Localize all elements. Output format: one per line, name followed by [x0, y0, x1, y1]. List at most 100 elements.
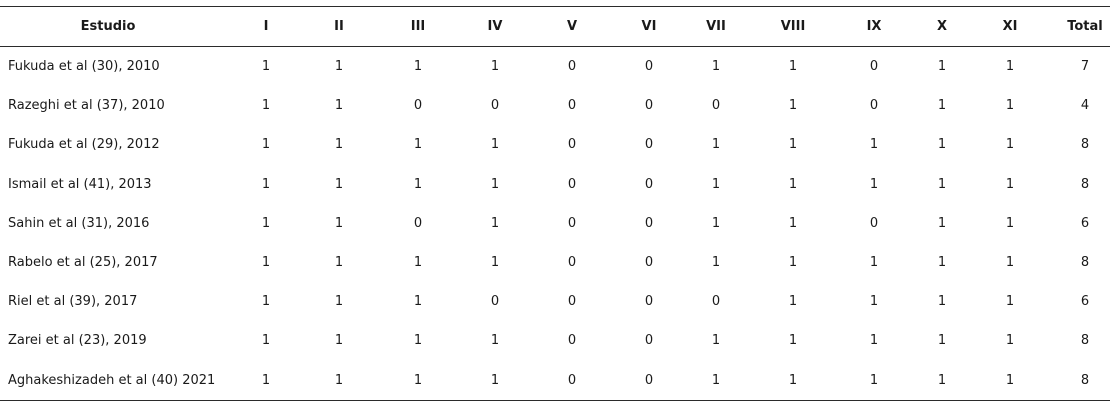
score-cell: 0: [869, 98, 879, 114]
score-cell: 0: [567, 215, 577, 231]
score-cell: 1: [362, 360, 474, 401]
score-cell: 1: [261, 255, 271, 271]
total-cell: 6: [1080, 294, 1090, 310]
score-cell: 1: [937, 98, 947, 114]
score-cell: 1: [216, 360, 316, 401]
score-cell: 1: [762, 360, 824, 401]
column-header-item: I: [216, 6, 316, 47]
study-cell: Fukuda et al (30), 2010: [8, 59, 160, 75]
column-header-item: VII: [670, 6, 762, 47]
score-cell: 1: [937, 294, 947, 310]
column-header-item: X: [924, 6, 960, 47]
score-cell: 1: [924, 360, 960, 401]
score-cell: 1: [261, 137, 271, 153]
score-cell: 1: [490, 333, 500, 349]
score-cell: 1: [869, 137, 879, 153]
total-cell: 4: [1080, 98, 1090, 114]
score-cell: 0: [567, 98, 577, 114]
column-header-item: V: [516, 6, 628, 47]
score-cell: 1: [1005, 59, 1015, 75]
score-cell: 1: [788, 176, 798, 192]
score-cell: 1: [334, 176, 344, 192]
column-header-item: IX: [824, 6, 924, 47]
score-cell: 1: [1005, 137, 1015, 153]
score-cell: 0: [644, 255, 654, 271]
table-row: Fukuda et al (30), 2010 1 1 1 1 0 0 1 1 0 1 1 7: [0, 47, 1110, 87]
score-cell: 1: [261, 215, 271, 231]
score-cell: 1: [869, 176, 879, 192]
study-cell: Zarei et al (23), 2019: [8, 333, 147, 349]
score-cell: 0: [413, 215, 423, 231]
score-cell: 1: [334, 294, 344, 310]
study-scores-table: Estudio I II III IV V VI VII VIII IX X XI Total Fuku…: [0, 6, 1110, 401]
score-cell: 1: [1005, 98, 1015, 114]
score-cell: 0: [567, 255, 577, 271]
column-header-item: IV: [474, 6, 516, 47]
score-cell: 0: [869, 59, 879, 75]
study-cell: Fukuda et al (29), 2012: [8, 137, 160, 153]
score-cell: 1: [490, 137, 500, 153]
score-cell: 0: [567, 333, 577, 349]
column-header-total: Total: [1060, 6, 1110, 47]
score-cell: 0: [567, 59, 577, 75]
score-cell: 0: [644, 98, 654, 114]
total-cell: 8: [1080, 176, 1090, 192]
score-cell: 0: [644, 215, 654, 231]
score-cell: 0: [628, 360, 670, 401]
score-cell: 0: [516, 360, 628, 401]
score-cell: 1: [334, 215, 344, 231]
score-cell: 1: [261, 333, 271, 349]
table-row: Sahin et al (31), 2016 1 1 0 1 0 0 1 1 0 1 1 6: [0, 204, 1110, 243]
total-cell: 8: [1080, 137, 1090, 153]
score-cell: 1: [413, 176, 423, 192]
score-cell: 1: [711, 137, 721, 153]
study-cell: Aghakeshizadeh et al (40) 2021: [0, 360, 216, 401]
score-cell: 1: [788, 137, 798, 153]
score-cell: 1: [490, 59, 500, 75]
score-cell: 1: [788, 333, 798, 349]
score-cell: 1: [413, 137, 423, 153]
total-cell: 6: [1080, 215, 1090, 231]
table-row: Rabelo et al (25), 2017 1 1 1 1 0 0 1 1 1 1 1 8: [0, 243, 1110, 282]
column-header-item: XI: [960, 6, 1060, 47]
score-cell: 1: [490, 176, 500, 192]
score-cell: 1: [788, 98, 798, 114]
column-header-item: VI: [628, 6, 670, 47]
score-cell: 1: [413, 59, 423, 75]
scores-table-container: Estudio I II III IV V VI VII VIII IX X XI Total Fuku…: [0, 6, 1110, 401]
score-cell: 1: [869, 333, 879, 349]
score-cell: 1: [788, 59, 798, 75]
score-cell: 1: [413, 294, 423, 310]
score-cell: 0: [567, 137, 577, 153]
score-cell: 1: [937, 137, 947, 153]
score-cell: 0: [644, 333, 654, 349]
study-cell: Razeghi et al (37), 2010: [8, 98, 165, 114]
score-cell: 1: [261, 176, 271, 192]
total-cell: 8: [1060, 360, 1110, 401]
score-cell: 1: [334, 255, 344, 271]
score-cell: 0: [413, 98, 423, 114]
score-cell: 1: [788, 294, 798, 310]
score-cell: 1: [261, 59, 271, 75]
score-cell: 1: [1005, 294, 1015, 310]
score-cell: 0: [869, 215, 879, 231]
column-header-study: Estudio: [0, 6, 216, 47]
score-cell: 1: [788, 215, 798, 231]
score-cell: 0: [644, 176, 654, 192]
study-cell: Ismail et al (41), 2013: [8, 176, 152, 192]
score-cell: 1: [490, 215, 500, 231]
score-cell: 1: [1005, 333, 1015, 349]
total-cell: 8: [1080, 255, 1090, 271]
score-cell: 1: [937, 215, 947, 231]
column-header-item: II: [316, 6, 362, 47]
column-header-item: VIII: [762, 6, 824, 47]
score-cell: 0: [490, 294, 500, 310]
score-cell: 1: [1005, 176, 1015, 192]
score-cell: 0: [567, 176, 577, 192]
score-cell: 1: [474, 360, 516, 401]
table-row: Fukuda et al (29), 2012 1 1 1 1 0 0 1 1 1 1 1 8: [0, 125, 1110, 164]
score-cell: 0: [711, 98, 721, 114]
score-cell: 1: [937, 176, 947, 192]
score-cell: 1: [334, 59, 344, 75]
score-cell: 1: [1005, 215, 1015, 231]
